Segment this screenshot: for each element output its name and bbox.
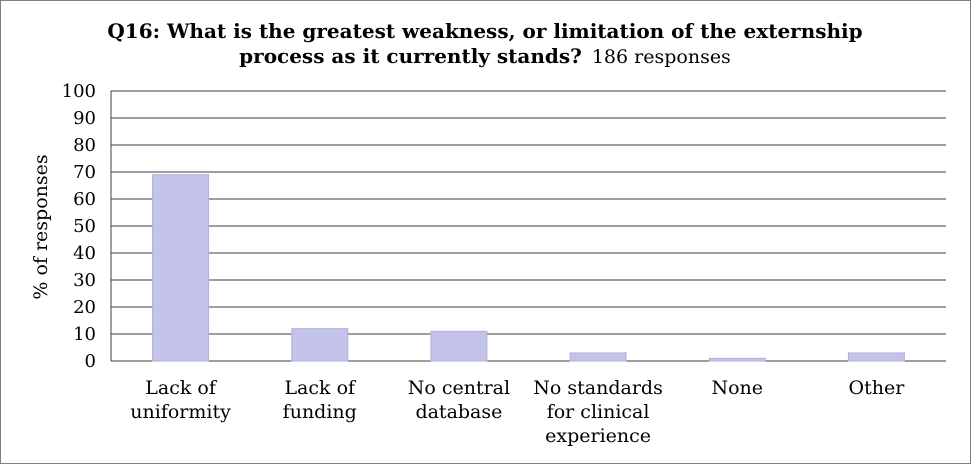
bar — [708, 357, 766, 362]
bar — [291, 328, 349, 362]
x-category-label-line: None — [711, 377, 763, 399]
x-category-label-line: No standards — [533, 377, 663, 399]
y-tick-label: 90 — [73, 108, 96, 129]
gridlines — [110, 90, 946, 362]
x-category-label: No central database — [408, 377, 510, 423]
y-tick-labels: 0 10 20 30 40 50 60 70 80 90 100 — [62, 81, 96, 372]
y-tick-label: 60 — [73, 189, 96, 210]
y-tick-label: 20 — [73, 297, 96, 318]
y-tick-label: 0 — [85, 351, 96, 372]
x-category-label-line: database — [415, 401, 502, 423]
bars — [152, 174, 905, 362]
x-category-label-line: Lack of — [284, 377, 357, 399]
chart-title-line1: Q16: What is the greatest weakness, or l… — [107, 19, 862, 43]
y-axis-label: % of responses — [30, 154, 52, 299]
y-tick-label: 80 — [73, 135, 96, 156]
bar — [569, 352, 627, 362]
y-tick-label: 70 — [73, 162, 96, 183]
chart-title-line2: process as it currently stands? 186 resp… — [239, 44, 731, 68]
x-category-label-line: experience — [545, 425, 651, 447]
chart-title-line2-bold: process as it currently stands? — [239, 44, 582, 68]
x-category-label-line: Lack of — [145, 377, 218, 399]
x-category-label: No standards for clinical experience — [533, 377, 663, 447]
y-tick-label: 10 — [73, 324, 96, 345]
y-tick-label: 30 — [73, 270, 96, 291]
y-tick-label: 40 — [73, 243, 96, 264]
y-tick-label: 50 — [73, 216, 96, 237]
x-category-label-line: Other — [849, 377, 906, 399]
bar — [430, 330, 488, 362]
x-category-label: Other — [849, 377, 906, 399]
x-category-label: Lack of uniformity — [130, 377, 231, 423]
bar — [152, 174, 210, 362]
x-category-label-line: No central — [408, 377, 510, 399]
y-tick-label: 100 — [62, 81, 96, 102]
x-category-label-line: funding — [283, 401, 357, 423]
x-category-label-line: uniformity — [130, 401, 231, 423]
x-category-label-line: for clinical — [547, 401, 650, 423]
bar — [847, 352, 905, 362]
x-category-label: Lack of funding — [283, 377, 357, 423]
chart-title-line2-normal: 186 responses — [592, 46, 731, 68]
x-category-label: None — [711, 377, 763, 399]
